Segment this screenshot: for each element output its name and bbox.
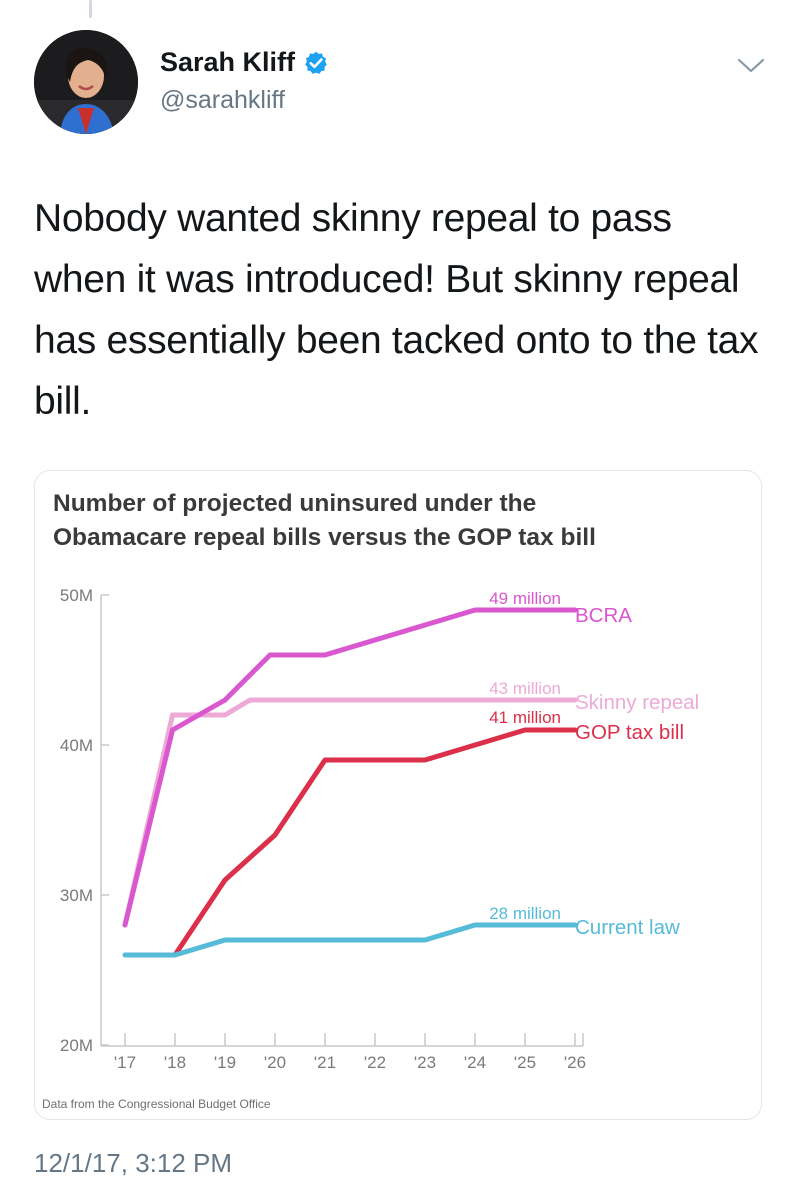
x-tick-label: '25 [514, 1053, 536, 1072]
author-name-row[interactable]: Sarah Kliff [160, 47, 329, 78]
verified-badge-icon [305, 51, 327, 74]
tweet-timestamp[interactable]: 12/1/17, 3:12 PM [34, 1148, 233, 1178]
y-tick-label: 20M [60, 1036, 93, 1055]
x-tick-label: '18 [164, 1053, 186, 1072]
chart-card[interactable]: Number of projected uninsured under the … [34, 470, 762, 1120]
series-name-label-gop: GOP tax bill [575, 721, 684, 744]
chart-source-note: Data from the Congressional Budget Offic… [42, 1097, 271, 1111]
tweet-text: Nobody wanted skinny repeal to pass when… [34, 197, 759, 423]
series-name-label-current: Current law [575, 916, 680, 939]
avatar[interactable] [34, 30, 138, 134]
avatar-image [34, 30, 138, 134]
chart-title-line-2: Obamacare repeal bills versus the GOP ta… [53, 524, 596, 551]
author-handle[interactable]: @sarahkliff [160, 86, 285, 114]
series-name-label-bcra: BCRA [575, 604, 632, 627]
y-tick-label: 30M [60, 886, 93, 905]
series-value-label-gop: 41 million [489, 708, 561, 727]
thread-connector-line [89, 0, 92, 18]
verified-badge-shape [305, 51, 327, 74]
series-value-label-bcra: 49 million [489, 589, 561, 608]
series-line-bcra [122, 607, 578, 928]
x-tick-label: '17 [114, 1053, 136, 1072]
x-tick-label: '21 [314, 1053, 336, 1072]
series-value-label-current: 28 million [489, 904, 561, 923]
chart-title-line-1: Number of projected uninsured under the [53, 490, 536, 517]
series-line-current [122, 922, 578, 958]
x-tick-label: '20 [264, 1053, 286, 1072]
x-tick-label: '22 [364, 1053, 386, 1072]
x-tick-label: '23 [414, 1053, 436, 1072]
x-tick-label: '24 [464, 1053, 486, 1072]
y-tick-label: 50M [60, 586, 93, 605]
x-tick-label: '26 [564, 1053, 586, 1072]
series-line-gop [172, 727, 578, 958]
y-tick-label: 40M [60, 736, 93, 755]
series-name-label-skinny: Skinny repeal [575, 691, 699, 714]
series-value-label-skinny: 43 million [489, 679, 561, 698]
x-tick-label: '19 [214, 1053, 236, 1072]
author-name[interactable]: Sarah Kliff [160, 47, 296, 77]
chevron-down-icon[interactable] [736, 56, 766, 76]
chart: Number of projected uninsured under the … [42, 490, 699, 1111]
